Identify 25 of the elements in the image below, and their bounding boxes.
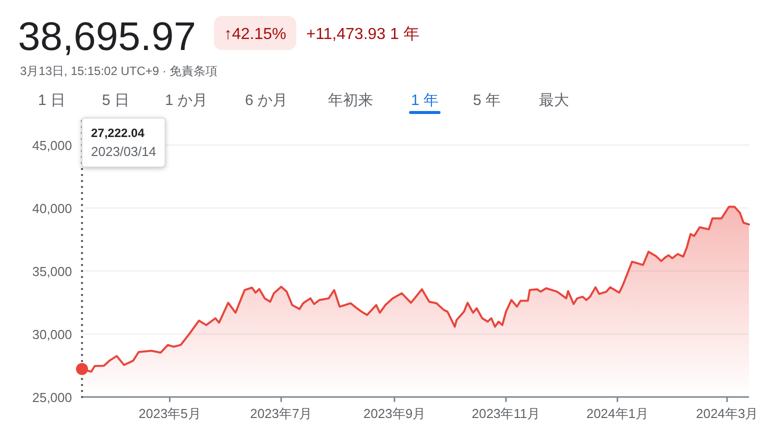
y-tick-label: 45,000	[32, 138, 72, 153]
x-tick-label: 2023年11月	[472, 406, 540, 421]
text: 6 か月	[245, 92, 288, 109]
y-tick-label: 25,000	[32, 390, 72, 405]
text: 5 日	[102, 92, 130, 109]
x-tick-label: 2024年3月	[696, 406, 758, 421]
y-tick-label: 35,000	[32, 264, 72, 279]
annotation: 2023/03/14	[91, 144, 156, 159]
chart-title: 38,695.97	[18, 15, 196, 59]
text: 1 か月	[165, 92, 208, 109]
x-tick-label: 2023年7月	[250, 406, 312, 421]
x-tick-label: 2023年5月	[138, 406, 201, 421]
chart-subtitle: 3月13日, 15:15:02 UTC+9 · 免責条項	[20, 64, 218, 78]
x-tick-label: 2023年9月	[363, 406, 426, 421]
text: 1 年	[411, 92, 439, 109]
text: +11,473.93 1 年	[306, 26, 420, 43]
y-tick-label: 40,000	[32, 201, 72, 216]
text: ↑42.15%	[224, 26, 286, 43]
text: 1 日	[38, 92, 66, 109]
text: 最大	[539, 92, 569, 109]
y-tick-label: 30,000	[32, 327, 72, 342]
text: 27,222.04	[91, 126, 145, 140]
x-tick-label: 2024年1月	[586, 406, 649, 421]
text: 年初来	[328, 92, 373, 109]
text: 5 年	[473, 92, 501, 109]
